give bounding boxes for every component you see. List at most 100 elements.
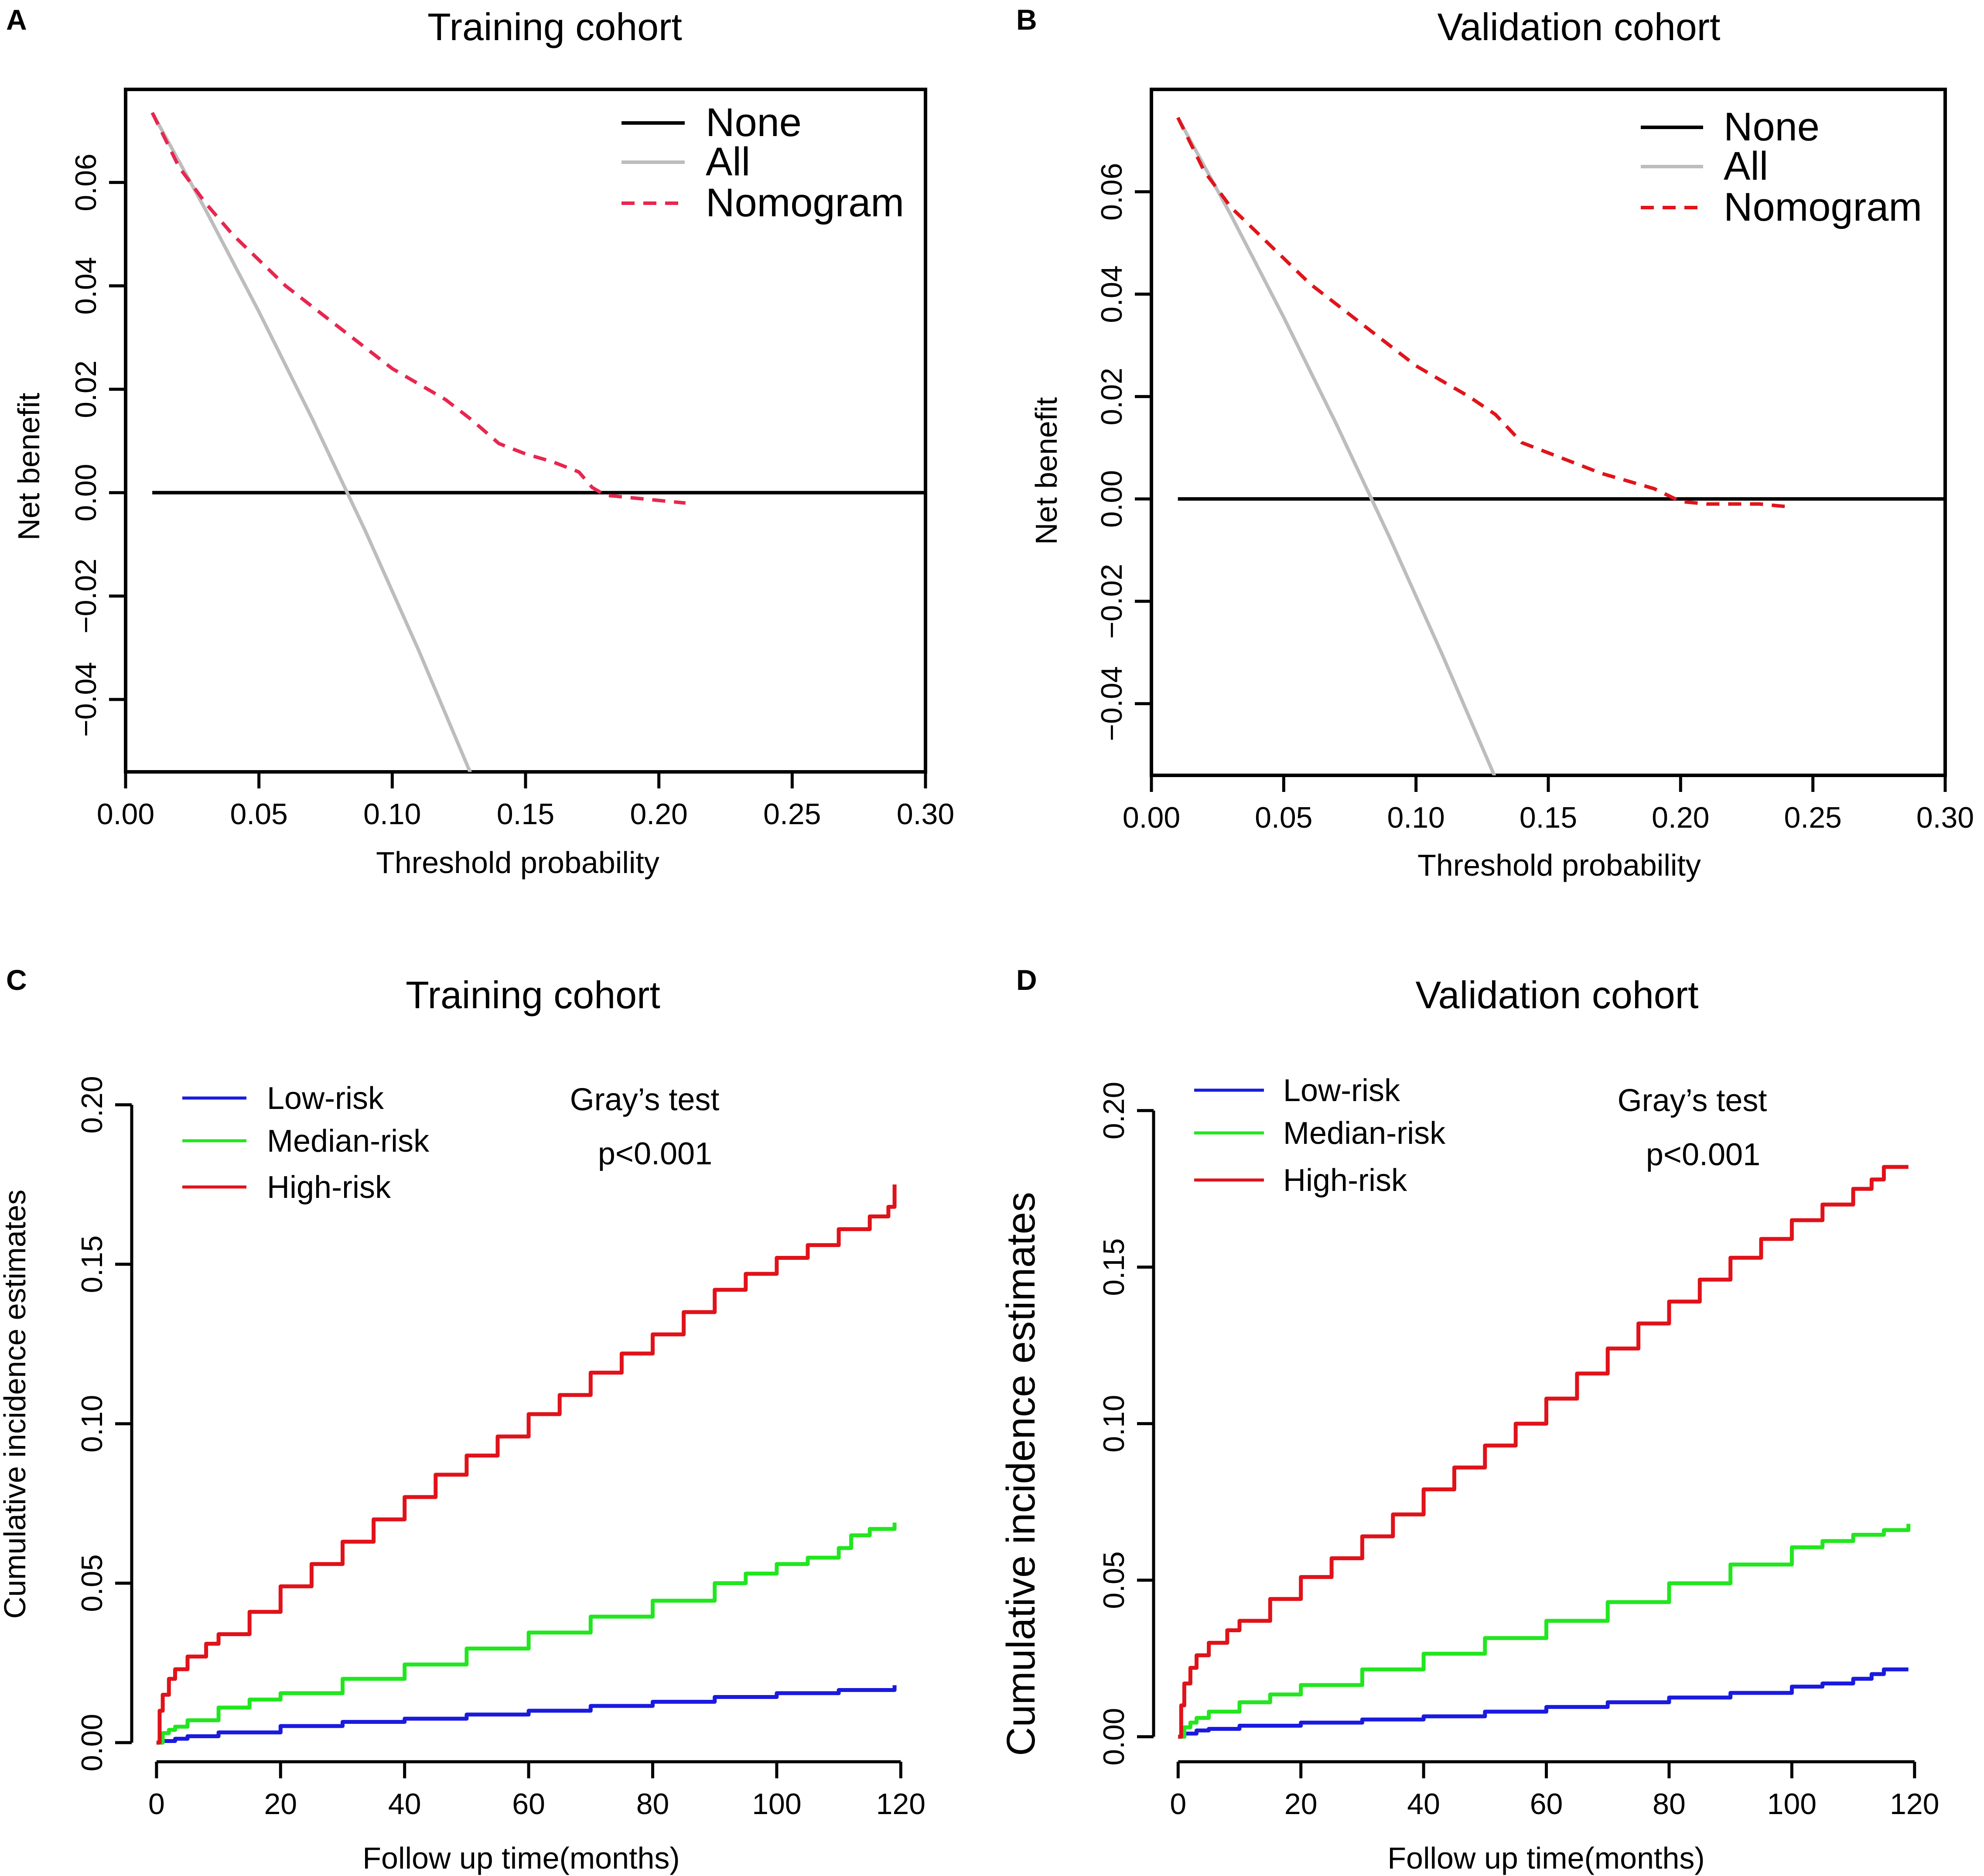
y-tick-label: 0.00 (75, 1714, 109, 1771)
y-tick-label: 0.00 (1095, 470, 1128, 528)
x-tick-label: 0.15 (1520, 801, 1577, 834)
x-tick-label: 0.10 (363, 798, 421, 831)
y-axis-label-d: Cumulative incidence estimates (999, 1192, 1043, 1756)
x-tick-label: 0.15 (497, 798, 554, 831)
legend-label-none: None (706, 100, 802, 145)
grays-test-label-d: Gray’s test (1618, 1083, 1767, 1118)
x-tick-label: 0.05 (230, 798, 287, 831)
x-tick-label: 40 (388, 1787, 421, 1821)
panel-letter-a: A (6, 3, 27, 36)
series-group (156, 1184, 897, 1745)
panel-letter-c: C (6, 964, 27, 996)
x-tick-label: 20 (264, 1787, 297, 1821)
x-tick-label: 120 (1890, 1787, 1939, 1821)
legend-label-high: High-risk (267, 1170, 391, 1205)
panel-letter-d: D (1016, 964, 1037, 996)
axes-b: 0.00 0.05 0.10 0.15 0.20 0.25 0.30 −0.04 −0.02 0.… (1095, 88, 1974, 834)
legend-label-none: None (1724, 105, 1820, 149)
y-tick-label: −0.02 (1095, 564, 1128, 639)
series-median-risk-line (156, 1522, 897, 1745)
y-tick-label: 0.02 (69, 360, 102, 418)
x-tick-label: 80 (1653, 1787, 1686, 1821)
x-tick-label: 100 (752, 1787, 801, 1821)
x-tick-label: 0.25 (763, 798, 821, 831)
y-axis-label-c: Cumulative incidence estimates (0, 1190, 32, 1619)
series-group (150, 112, 925, 772)
legend-label-all: All (1724, 144, 1768, 188)
y-axis-label-b: Net benefit (1029, 397, 1063, 545)
y-tick-label: 0.00 (69, 464, 102, 522)
x-tick-label: 0.25 (1784, 801, 1841, 834)
series-high-risk-line (156, 1184, 897, 1745)
y-tick-label: −0.02 (69, 559, 102, 634)
legend-label-low: Low-risk (267, 1081, 384, 1116)
series-high-risk-line (1178, 1165, 1909, 1739)
series-median-risk-line (1178, 1524, 1911, 1739)
axes-d: 0 20 40 60 80 100 120 0.00 0.05 0.10 0.15 0.20 (1097, 1082, 1940, 1821)
legend-label-median: Median-risk (267, 1124, 430, 1159)
y-tick-label: 0.05 (75, 1554, 109, 1612)
series-group (1176, 116, 1945, 775)
x-axis-label-a: Threshold probability (376, 846, 659, 880)
panel-a: A Training cohort Threshold probability … (6, 3, 954, 880)
x-tick-label: 0.05 (1255, 801, 1312, 834)
x-tick-label: 80 (636, 1787, 669, 1821)
x-axis-label-c: Follow up time(months) (362, 1841, 680, 1875)
x-axis-label-d: Follow up time(months) (1387, 1841, 1704, 1875)
panel-c: C Training cohort Follow up time(months)… (0, 964, 925, 1875)
y-tick-label: 0.02 (1095, 368, 1128, 425)
series-all-line (150, 112, 472, 772)
chart-title-c: Training cohort (406, 973, 660, 1016)
legend-a: None All Nomogram (621, 100, 904, 225)
axes-c: 0 20 40 60 80 100 120 0.00 0.05 0.10 0.15 0.20 (75, 1076, 925, 1821)
legend-label-all: All (706, 140, 750, 184)
x-tick-label: 60 (512, 1787, 545, 1821)
chart-title-d: Validation cohort (1416, 973, 1699, 1016)
legend-d: Low-risk Median-risk High-risk (1194, 1073, 1446, 1198)
x-tick-label: 0.30 (897, 798, 954, 831)
legend-label-high: High-risk (1283, 1163, 1407, 1198)
series-group (1178, 1165, 1911, 1739)
x-tick-label: 0.10 (1387, 801, 1444, 834)
y-tick-label: 0.04 (69, 257, 102, 314)
y-tick-label: 0.04 (1095, 265, 1128, 323)
chart-title-b: Validation cohort (1438, 5, 1721, 48)
series-all-line (1176, 116, 1496, 775)
y-tick-label: 0.20 (1097, 1082, 1130, 1139)
x-tick-label: 0.20 (630, 798, 687, 831)
y-tick-label: 0.10 (1097, 1395, 1130, 1452)
axes-a: 0.00 0.05 0.10 0.15 0.20 0.25 0.30 −0.04 −0.02 0.… (69, 88, 954, 831)
x-axis-label-b: Threshold probability (1417, 848, 1701, 882)
y-tick-label: 0.06 (69, 153, 102, 211)
legend-label-nomogram: Nomogram (706, 181, 904, 225)
series-nomogram-line (150, 112, 686, 505)
legend-label-nomogram: Nomogram (1724, 185, 1922, 229)
x-tick-label: 0 (1170, 1787, 1186, 1821)
y-tick-label: 0.05 (1097, 1551, 1130, 1609)
x-tick-label: 0.00 (97, 798, 154, 831)
x-tick-label: 40 (1407, 1787, 1440, 1821)
y-tick-label: −0.04 (69, 662, 102, 737)
x-tick-label: 0.30 (1916, 801, 1974, 834)
x-tick-label: 20 (1284, 1787, 1318, 1821)
series-nomogram-line (1176, 116, 1787, 508)
panel-letter-b: B (1016, 3, 1037, 36)
y-tick-label: 0.15 (75, 1235, 109, 1293)
y-tick-label: 0.15 (1097, 1238, 1130, 1296)
y-tick-label: 0.00 (1097, 1708, 1130, 1765)
x-tick-label: 60 (1530, 1787, 1563, 1821)
p-value-d: p<0.001 (1646, 1137, 1760, 1172)
x-tick-label: 100 (1767, 1787, 1817, 1821)
panel-d: D Validation cohort Follow up time(month… (999, 964, 1940, 1875)
grays-test-label-c: Gray’s test (570, 1082, 720, 1117)
legend-c: Low-risk Median-risk High-risk (182, 1081, 430, 1205)
series-low-risk-line (1178, 1667, 1909, 1739)
p-value-c: p<0.001 (598, 1136, 712, 1171)
y-tick-label: −0.04 (1095, 666, 1128, 741)
legend-label-median: Median-risk (1283, 1116, 1446, 1151)
y-tick-label: 0.20 (75, 1076, 109, 1133)
series-low-risk-line (156, 1685, 897, 1745)
chart-title-a: Training cohort (427, 5, 682, 48)
legend-label-low: Low-risk (1283, 1073, 1400, 1108)
